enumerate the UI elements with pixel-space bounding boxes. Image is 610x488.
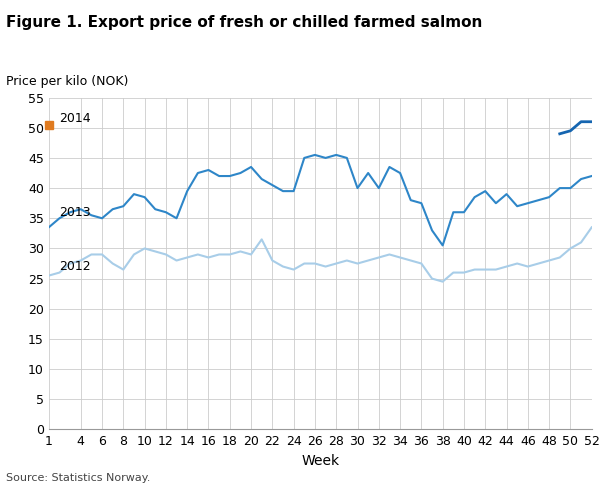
Text: 2013: 2013 [59, 206, 91, 219]
Text: 2014: 2014 [59, 112, 91, 125]
Text: Source: Statistics Norway.: Source: Statistics Norway. [6, 473, 151, 483]
Text: Price per kilo (NOK): Price per kilo (NOK) [6, 75, 129, 88]
Text: Figure 1. Export price of fresh or chilled farmed salmon: Figure 1. Export price of fresh or chill… [6, 15, 483, 30]
Text: 2012: 2012 [59, 260, 91, 273]
X-axis label: Week: Week [301, 453, 339, 468]
